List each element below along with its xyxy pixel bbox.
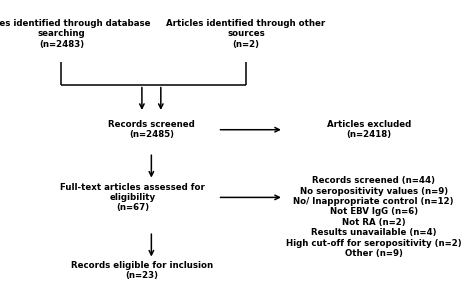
Text: Full-text articles assessed for
eligibility
(n=67): Full-text articles assessed for eligibil… bbox=[60, 182, 205, 212]
Text: Articles identified through other
sources
(n=2): Articles identified through other source… bbox=[166, 19, 325, 49]
Text: Records screened (n=44)
No seropositivity values (n=9)
No/ Inappropriate control: Records screened (n=44) No seropositivit… bbox=[286, 176, 462, 258]
Text: Articles identified through database
searching
(n=2483): Articles identified through database sea… bbox=[0, 19, 150, 49]
Text: Articles excluded
(n=2418): Articles excluded (n=2418) bbox=[327, 120, 411, 139]
Text: Records eligible for inclusion
(n=23): Records eligible for inclusion (n=23) bbox=[71, 261, 213, 280]
Text: Records screened
(n=2485): Records screened (n=2485) bbox=[108, 120, 195, 139]
